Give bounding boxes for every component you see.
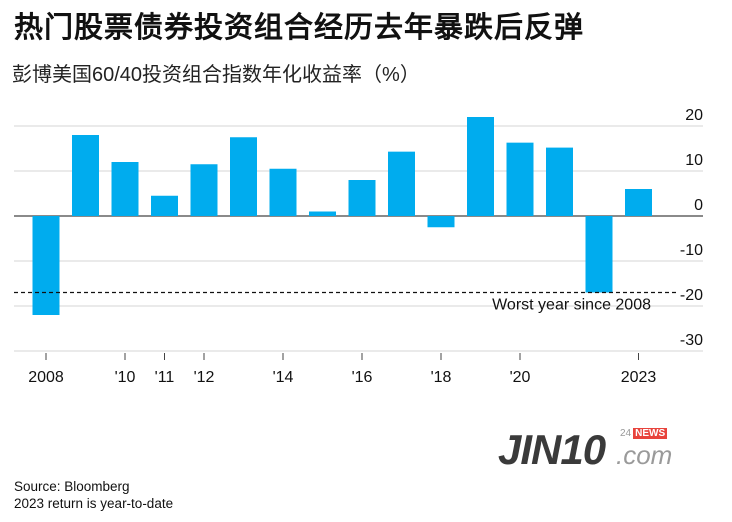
bar [190, 164, 218, 216]
ytd-note: 2023 return is year-to-date [14, 496, 174, 511]
bar [72, 135, 99, 216]
x-tick-label: '18 [431, 369, 452, 386]
y-tick-label: -10 [680, 242, 703, 259]
jin10-watermark-logo: JIN10 24 NEWS .com [498, 424, 688, 480]
bar [309, 211, 336, 216]
x-tick-label: '16 [352, 369, 373, 386]
x-tick-label: 2008 [28, 369, 64, 386]
y-tick-label: 10 [685, 152, 703, 169]
watermark-badge-number: 24 [620, 428, 632, 439]
watermark-badge-news: NEWS [633, 428, 668, 439]
watermark-domain: .com [616, 440, 673, 470]
y-tick-label: 20 [685, 107, 703, 124]
watermark-badge: 24 NEWS [620, 428, 668, 439]
bar [585, 216, 613, 293]
x-tick-label: '20 [510, 369, 531, 386]
x-tick-label: '11 [155, 369, 175, 386]
bar [467, 117, 494, 216]
y-tick-label: -30 [680, 332, 703, 349]
source-note: Source: Bloomberg [14, 479, 130, 494]
x-tick-label: '12 [194, 369, 215, 386]
bar [625, 189, 652, 216]
chart-footer: Source: Bloomberg 2023 return is year-to… [14, 478, 173, 512]
bar [506, 142, 534, 216]
x-tick-label: '10 [115, 369, 136, 386]
chart-subtitle: 彭博美国60/40投资组合指数年化收益率（%） [12, 64, 420, 86]
bar [269, 168, 297, 216]
bar [388, 151, 415, 216]
x-tick-label: 2023 [621, 369, 657, 386]
bar [546, 147, 573, 216]
bar [348, 180, 376, 216]
bar [230, 137, 257, 216]
bar [427, 216, 455, 228]
chart-title: 热门股票债券投资组合经历去年暴跌后反弹 [14, 12, 585, 44]
bar [111, 162, 139, 216]
bar [151, 195, 178, 216]
worst-year-label: Worst year since 2008 [492, 297, 651, 314]
x-tick-label: '14 [273, 369, 294, 386]
y-tick-label: -20 [680, 287, 703, 304]
y-tick-label: 0 [694, 197, 703, 214]
watermark-brand: JIN10 [498, 426, 606, 473]
bar [32, 216, 60, 315]
